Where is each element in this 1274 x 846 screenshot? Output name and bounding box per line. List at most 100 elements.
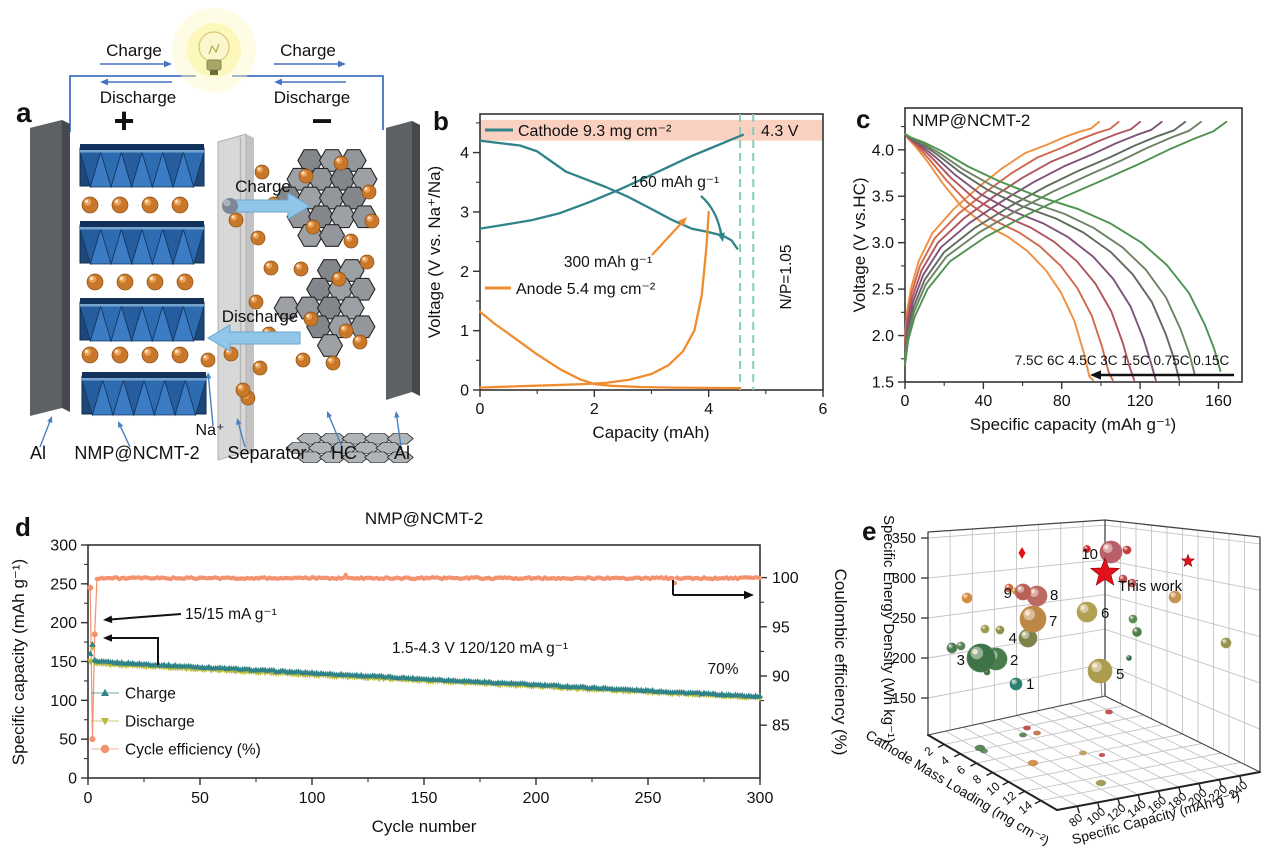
discharge-mid-label: Discharge [222,307,299,326]
circuit-wire [69,75,384,132]
minus-symbol: − [311,100,332,141]
rate-discharge-6C [904,133,1114,382]
svg-text:1.5: 1.5 [872,375,894,392]
floor-shadow-dot [1033,730,1041,736]
svg-text:0: 0 [68,771,77,788]
bubble-label-10: 10 [1081,546,1098,563]
bubble-10: 10 [1081,540,1123,564]
svg-text:300: 300 [50,538,77,555]
panel-d-title: NMP@NCMT-2 [365,509,483,528]
bubble-label-8: 8 [1050,587,1058,604]
legend-item-2: Cycle efficiency (%) [125,742,261,759]
discharge-top-left-label: Discharge [100,88,177,107]
small-star [1180,553,1196,568]
svg-text:85: 85 [772,718,790,735]
svg-text:0: 0 [476,401,485,418]
floor-shadow-dot [980,748,988,754]
mass-axis-title-e: Cathode Mass Loading (mg cm⁻²) [863,726,1052,846]
red-diamond-marker [1018,547,1026,559]
svg-text:90: 90 [772,668,790,685]
cathode-legend: Cathode 9.3 mg cm⁻² [518,123,672,140]
svg-text:4: 4 [704,401,713,418]
svg-text:2: 2 [590,401,599,418]
floor-shadow-dot [1019,732,1027,738]
floor-shadow-dot [1027,759,1039,767]
panel-d-label: d [15,512,31,542]
svg-text:6: 6 [954,762,968,777]
bubble-label-1: 1 [1026,676,1034,693]
cathode-discharge-curve [478,139,739,250]
svg-text:300: 300 [892,571,916,587]
bubble-3: 3 [957,643,996,673]
legend-item-1: Discharge [125,714,195,731]
plot-b: 0 2 4 6 0 1 2 3 4 Cathode 9.3 mg cm⁻² 4.3 V 160 mAh… [425,106,828,442]
cathode-label: NMP@NCMT-2 [74,443,199,463]
svg-text:150: 150 [411,790,438,807]
svg-text:100: 100 [299,790,326,807]
rate-discharge-0.75C [904,133,1196,377]
svg-text:95: 95 [772,619,790,636]
y-axis-title-d-right: Coulombic efficiency (%) [831,569,850,756]
anode-legend: Anode 5.4 mg cm⁻² [516,281,656,298]
bubble-4: 4 [1009,628,1038,648]
voltage-limit-band [480,119,823,141]
charge-mid-label: Charge [235,177,291,196]
hard-carbon-label: HC [331,443,357,463]
plus-symbol: + [113,100,134,141]
x-axis-title-c: Specific capacity (mAh g⁻¹) [970,415,1176,434]
svg-text:4: 4 [938,753,952,768]
efficiency-initial-line [89,577,98,740]
discharge-top-right-label: Discharge [274,88,351,107]
floor-shadow-dot [1023,725,1031,731]
anode-discharge-curve [478,310,742,390]
bubble-5: 5 [1087,658,1124,684]
efficiency-series [87,572,763,743]
electrode-left-label: Al [30,443,46,463]
cycling-condition-annotation: 1.5-4.3 V 120/120 mA g⁻¹ [392,640,568,657]
na-ion-label: Na⁺ [196,422,225,439]
svg-text:160: 160 [1205,393,1232,410]
svg-text:80: 80 [1066,810,1085,830]
svg-text:2: 2 [921,744,935,759]
panel-b-label: b [433,106,449,136]
plot-d: 0 50 100 150 200 250 300 0 50 100 150 200 250 300 85 90… [9,509,850,836]
svg-text:250: 250 [50,576,77,593]
svg-text:2: 2 [460,264,469,281]
rate-charge-3C [904,120,1163,353]
charge-flow-arrow [222,192,311,220]
bubble-1: 1 [1009,676,1034,693]
rate-charge-4.5C [904,120,1142,348]
bubble-label-9: 9 [1004,585,1012,602]
svg-text:2.0: 2.0 [872,328,894,345]
legend-item-0: Charge [125,686,176,703]
z-axis-title-e: Specific Energy Density (Wh kg⁻¹) [880,515,897,743]
panel-e-label: e [862,516,876,546]
svg-text:250: 250 [635,790,662,807]
svg-text:0: 0 [901,393,910,410]
discharge-flow-arrow [207,324,301,352]
charge-top-left-label: Charge [106,41,162,60]
svg-text:1: 1 [460,323,469,340]
rate-charge-0.15C [904,120,1228,367]
svg-text:80: 80 [1053,393,1071,410]
y-axis-title-b: Voltage (V vs. Na⁺/Na) [425,166,444,338]
charge-top-right-label: Charge [280,41,336,60]
rate-discharge-3C [904,133,1157,382]
panel-b-voltage-capacity-chart: 0 2 4 6 0 1 2 3 4 Cathode 9.3 mg cm⁻² 4.3 V 160 mAh… [425,106,828,442]
svg-text:100: 100 [50,693,77,710]
bubble-label-5: 5 [1116,666,1124,683]
svg-text:50: 50 [59,732,77,749]
svg-text:0: 0 [460,383,469,400]
panel-a-battery-diagram: a Charge Discharge Charge Discharge + − [16,8,420,464]
y-axis-title-d-left: Specific capacity (mAh g⁻¹) [9,559,28,765]
panel-a-label: a [16,97,32,128]
bubble-8: 8 [1026,585,1058,607]
svg-text:200: 200 [892,651,916,667]
svg-text:4.0: 4.0 [872,142,894,159]
voltage-limit-label: 4.3 V [761,123,799,140]
separator-label: Separator [227,443,306,463]
svg-text:200: 200 [523,790,550,807]
bubble-7: 7 [1019,605,1057,633]
